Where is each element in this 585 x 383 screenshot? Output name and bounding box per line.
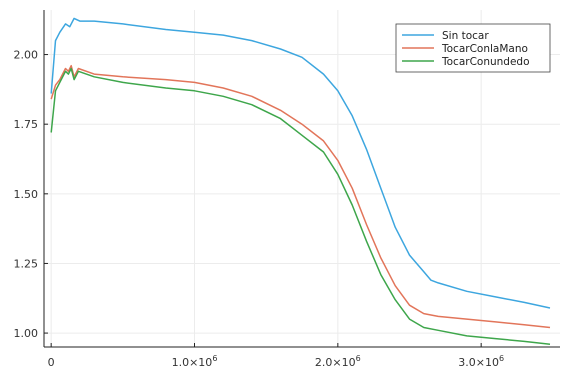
x-tick-mantissa: 0 (48, 356, 55, 369)
x-tick-label: 3.0×106 (458, 354, 504, 369)
x-tick-label: 0 (48, 356, 55, 369)
x-tick-exponent: 6 (356, 354, 361, 363)
y-tick-label: 1.25 (14, 257, 39, 270)
legend-label: TocarConlaMano (441, 43, 528, 55)
y-tick-label: 1.00 (14, 327, 39, 340)
legend-label: Sin tocar (442, 30, 489, 42)
y-tick-label: 1.75 (14, 118, 39, 131)
x-tick-label: 2.0×106 (315, 354, 361, 369)
series-line-1 (50, 17, 551, 309)
x-tick-exponent: 6 (212, 354, 217, 363)
y-tick-label: 1.50 (14, 188, 39, 201)
x-tick-mantissa: 2.0×10 (315, 356, 356, 369)
legend-label: TocarConundedo (441, 56, 530, 68)
x-tick-exponent: 6 (499, 354, 504, 363)
x-tick-mantissa: 3.0×10 (458, 356, 499, 369)
x-tick-label: 1.0×106 (172, 354, 218, 369)
series-line-2 (50, 64, 551, 329)
y-tick-label: 2.00 (14, 49, 39, 62)
axes: 1.001.251.501.752.000 1.0×106 2.0×106 3.0×1… (14, 10, 560, 369)
x-tick-mantissa: 1.0×10 (172, 356, 213, 369)
series-lines (50, 17, 551, 345)
series-line-3 (50, 67, 551, 345)
